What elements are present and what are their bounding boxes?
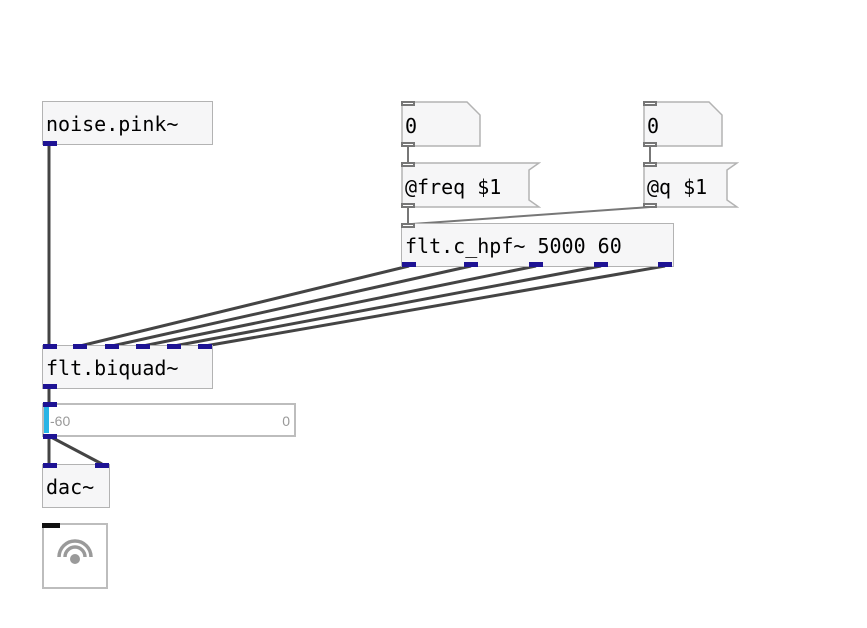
level-meter[interactable]: -60 0 (42, 403, 296, 437)
biquad-inlet-4[interactable] (136, 344, 150, 349)
hpf-inlet[interactable] (401, 223, 415, 228)
biquad-inlet-2[interactable] (73, 344, 87, 349)
wire-hpf-biquad-4 (173, 264, 602, 348)
freq-number-box[interactable] (401, 101, 481, 147)
meter-outlet[interactable] (43, 434, 57, 439)
meter-max-label: 0 (282, 413, 290, 429)
wire-hpf-biquad-3 (142, 264, 537, 348)
q-number-outlet[interactable] (643, 142, 657, 147)
hpf-outlet-3[interactable] (529, 262, 543, 267)
q-number-box[interactable] (643, 101, 723, 147)
dac-inlet-right[interactable] (95, 463, 109, 468)
meter-level-bar (44, 407, 49, 433)
biquad-label: flt.biquad~ (46, 356, 179, 380)
biquad-inlet-6[interactable] (198, 344, 212, 349)
biquad-inlet-5[interactable] (167, 344, 181, 349)
q-message-outlet[interactable] (643, 203, 657, 208)
freq-number-value: 0 (405, 114, 418, 138)
speaker-icon (57, 539, 93, 564)
freq-number-outlet[interactable] (401, 142, 415, 147)
dsp-toggle[interactable] (42, 523, 108, 589)
freq-message-inlet[interactable] (401, 162, 415, 167)
meter-min-label: -60 (50, 413, 71, 429)
dac-object[interactable]: dac~ (42, 464, 110, 508)
biquad-outlet[interactable] (43, 384, 57, 389)
hpf-label: flt.c_hpf~ 5000 60 (405, 234, 622, 258)
freq-message-label: @freq $1 (405, 175, 502, 199)
wire-qmsg-hpf (411, 206, 651, 225)
q-number-value: 0 (647, 114, 660, 138)
dsp-inlet[interactable] (42, 523, 60, 528)
wire-hpf-biquad-1 (79, 264, 410, 348)
noise-pink-object[interactable]: noise.pink~ (42, 101, 213, 145)
dac-label: dac~ (46, 475, 95, 499)
hpf-outlet-2[interactable] (464, 262, 478, 267)
noise-pink-label: noise.pink~ (46, 112, 179, 136)
dac-inlet-left[interactable] (43, 463, 57, 468)
biquad-object[interactable]: flt.biquad~ (42, 345, 213, 389)
freq-number-inlet[interactable] (401, 101, 415, 106)
hpf-outlet-5[interactable] (658, 262, 672, 267)
hpf-object[interactable]: flt.c_hpf~ 5000 60 (401, 223, 674, 267)
noise-pink-outlet[interactable] (43, 141, 57, 146)
hpf-outlet-4[interactable] (594, 262, 608, 267)
wire-hpf-biquad-2 (111, 264, 472, 348)
q-message-inlet[interactable] (643, 162, 657, 167)
biquad-inlet-1[interactable] (43, 344, 57, 349)
wire-meter-dac-r (48, 434, 103, 466)
biquad-inlet-3[interactable] (105, 344, 119, 349)
wire-hpf-biquad-5 (204, 264, 666, 348)
q-message-label: @q $1 (647, 175, 708, 199)
meter-inlet[interactable] (43, 402, 57, 407)
hpf-outlet-1[interactable] (402, 262, 416, 267)
q-number-inlet[interactable] (643, 101, 657, 106)
freq-message-outlet[interactable] (401, 203, 415, 208)
